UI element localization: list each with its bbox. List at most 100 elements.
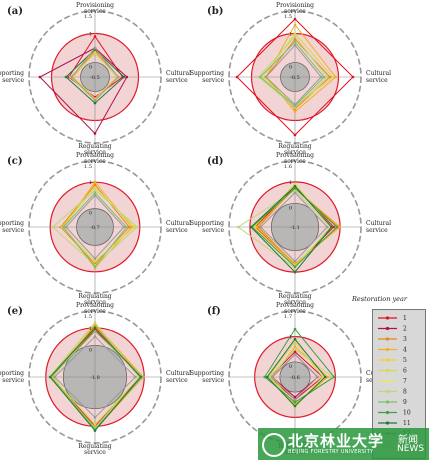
axis-label-regulating-2: service [84, 449, 106, 456]
axis-label-regulating: Regulating [278, 143, 311, 150]
legend-label-7: 7 [403, 378, 407, 385]
radar-panel-2: 1.510-0.5(b)ProvisioningserviceCulturals… [190, 2, 391, 156]
data-point-year-9 [93, 330, 97, 333]
data-point-year-10 [332, 375, 336, 379]
data-point-year-6 [93, 423, 97, 426]
axis-label-provisioning-2: service [284, 308, 306, 315]
tick-label-one: 1 [289, 32, 292, 38]
tick-label-zero: 0 [89, 347, 92, 353]
axis-label-cultural-2: service [366, 227, 388, 234]
data-point-year-12 [93, 335, 97, 338]
data-point-year-8 [293, 189, 297, 192]
tick-label-max: 1.5 [84, 314, 92, 320]
data-point-year-12 [264, 75, 268, 79]
tick-label-min: -0.5 [90, 75, 100, 81]
axis-label-provisioning: Provisioning [76, 152, 114, 159]
data-point-year-11 [323, 375, 327, 379]
legend-marker-11 [385, 421, 390, 425]
data-point-year-2 [293, 395, 297, 399]
legend-marker-3 [385, 337, 390, 341]
axis-label-regulating: Regulating [78, 443, 111, 450]
legend-label-8: 8 [403, 389, 407, 396]
data-point-year-6 [293, 340, 297, 343]
data-point-year-6 [133, 225, 136, 229]
data-point-year-12 [93, 194, 97, 197]
data-point-year-11 [293, 270, 297, 274]
data-point-year-12 [293, 191, 297, 194]
axis-label-supporting-2: service [2, 77, 24, 84]
axis-label-supporting-2: service [202, 227, 224, 234]
data-point-year-9 [322, 75, 326, 79]
tick-label-zero: 0 [289, 205, 292, 211]
data-point-year-12 [93, 46, 97, 50]
tick-label-min: -1.1 [290, 225, 300, 231]
data-point-year-6 [261, 75, 265, 79]
data-point-year-9 [93, 265, 97, 268]
watermark-cn-text: 北京林业大学 [288, 432, 385, 450]
axis-label-regulating-2: service [284, 149, 306, 156]
axis-label-cultural-2: service [366, 77, 388, 84]
data-point-year-12 [293, 260, 297, 263]
tick-label-max: 1.6 [284, 164, 292, 170]
radar-panel-3: 1.510-0.7(c)ProvisioningserviceCulturals… [0, 152, 191, 306]
legend-label-2: 2 [403, 326, 407, 333]
data-point-year-10 [293, 187, 297, 190]
radar-panel-4: 1.610-1.1(d)ProvisioningserviceCulturals… [190, 152, 391, 306]
axis-label-regulating: Regulating [78, 293, 111, 300]
data-point-year-10 [293, 327, 297, 331]
data-point-year-1 [351, 75, 355, 79]
legend-label-10: 10 [403, 410, 411, 417]
data-point-year-12 [293, 353, 297, 356]
data-point-year-3 [328, 75, 332, 79]
data-point-year-12 [293, 398, 297, 401]
axis-label-provisioning-2: service [84, 8, 106, 15]
axis-label-cultural-2: service [166, 227, 188, 234]
panel-label: (a) [7, 6, 23, 17]
data-point-year-1 [293, 133, 297, 137]
panel-label: (f) [207, 306, 221, 317]
axis-label-supporting: Supporting [0, 370, 24, 377]
panel-label: (c) [7, 156, 23, 167]
tick-label-zero: 0 [289, 364, 292, 370]
data-point-year-4 [255, 225, 258, 229]
axis-label-supporting-2: service [2, 377, 24, 384]
tick-label-one: 1 [289, 335, 292, 341]
data-point-year-4 [293, 23, 297, 27]
data-point-year-11 [293, 184, 297, 188]
axis-label-cultural: Cultural [366, 220, 391, 227]
data-point-year-2 [38, 75, 42, 79]
data-point-year-12 [316, 375, 319, 379]
legend-title: Restoration year [352, 295, 407, 303]
data-point-year-3 [93, 183, 97, 187]
data-point-year-9 [293, 40, 297, 44]
radar-panel-5: 1.510-1.8(e)ProvisioningserviceCulturals… [0, 302, 191, 456]
axis-label-regulating-2: service [84, 299, 106, 306]
axis-label-supporting: Supporting [190, 220, 224, 227]
axis-label-regulating: Regulating [78, 143, 111, 150]
data-point-year-6 [293, 182, 297, 186]
legend-marker-5 [385, 358, 390, 362]
legend-label-11: 11 [403, 420, 411, 427]
data-point-year-2 [93, 132, 97, 135]
data-point-year-3 [293, 38, 297, 41]
axis-label-provisioning: Provisioning [276, 152, 314, 159]
data-point-year-8 [293, 35, 297, 38]
data-point-year-12 [93, 416, 97, 419]
panel-label: (e) [7, 306, 23, 317]
data-point-year-6 [93, 186, 97, 189]
legend-marker-2 [385, 326, 390, 331]
data-point-year-11 [139, 375, 142, 379]
axis-label-cultural: Cultural [366, 70, 391, 77]
legend-label-5: 5 [403, 357, 407, 364]
data-point-year-12 [293, 103, 297, 106]
tick-label-min: -1.8 [90, 375, 100, 381]
data-point-year-11 [330, 225, 333, 229]
data-point-year-4 [326, 375, 330, 379]
tick-label-min: -0.7 [90, 225, 100, 231]
tick-label-min: -0.5 [290, 75, 300, 81]
tick-label-one: 1 [289, 180, 292, 186]
data-point-year-11 [48, 375, 52, 379]
tick-label-min: -0.6 [290, 375, 300, 381]
legend-label-6: 6 [403, 368, 407, 375]
